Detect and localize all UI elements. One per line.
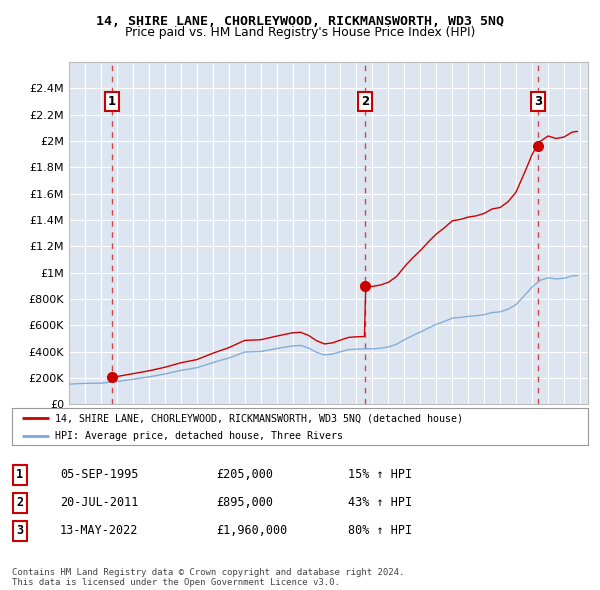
Text: 3: 3	[534, 95, 542, 108]
Text: £895,000: £895,000	[216, 496, 273, 509]
Text: 80% ↑ HPI: 80% ↑ HPI	[348, 525, 412, 537]
Text: 1: 1	[107, 95, 116, 108]
Text: Price paid vs. HM Land Registry's House Price Index (HPI): Price paid vs. HM Land Registry's House …	[125, 26, 475, 39]
Text: 43% ↑ HPI: 43% ↑ HPI	[348, 496, 412, 509]
Text: 2: 2	[16, 496, 23, 509]
Text: 2: 2	[361, 95, 369, 108]
Text: 14, SHIRE LANE, CHORLEYWOOD, RICKMANSWORTH, WD3 5NQ: 14, SHIRE LANE, CHORLEYWOOD, RICKMANSWOR…	[96, 15, 504, 28]
Text: £205,000: £205,000	[216, 468, 273, 481]
Text: 15% ↑ HPI: 15% ↑ HPI	[348, 468, 412, 481]
Text: Contains HM Land Registry data © Crown copyright and database right 2024.
This d: Contains HM Land Registry data © Crown c…	[12, 568, 404, 587]
Text: 3: 3	[16, 525, 23, 537]
Text: HPI: Average price, detached house, Three Rivers: HPI: Average price, detached house, Thre…	[55, 431, 343, 441]
Text: 13-MAY-2022: 13-MAY-2022	[60, 525, 139, 537]
Text: £1,960,000: £1,960,000	[216, 525, 287, 537]
Text: 14, SHIRE LANE, CHORLEYWOOD, RICKMANSWORTH, WD3 5NQ (detached house): 14, SHIRE LANE, CHORLEYWOOD, RICKMANSWOR…	[55, 414, 463, 423]
Text: 05-SEP-1995: 05-SEP-1995	[60, 468, 139, 481]
Text: 20-JUL-2011: 20-JUL-2011	[60, 496, 139, 509]
Text: 1: 1	[16, 468, 23, 481]
